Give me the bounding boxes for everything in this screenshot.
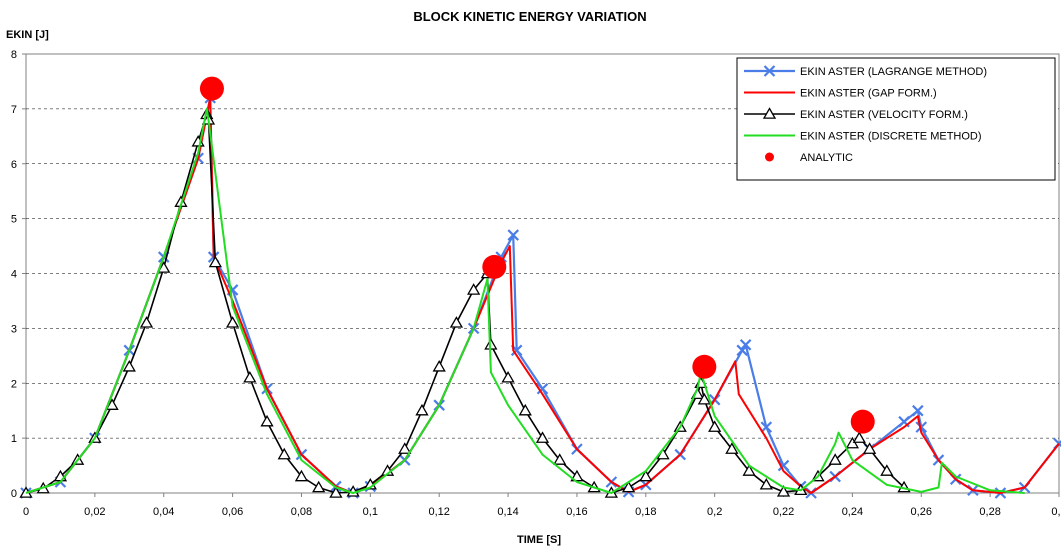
data-point-triangle (708, 420, 722, 432)
data-point-triangle (398, 442, 412, 454)
data-point-dot (482, 254, 507, 279)
data-point-triangle (725, 442, 739, 454)
legend-dot (765, 152, 774, 162)
y-tick-label: 1 (11, 433, 17, 445)
data-point-triangle (776, 485, 791, 497)
data-point-triangle (639, 469, 653, 482)
legend-label: EKIN ASTER (DISCRETE METHOD) (800, 131, 982, 143)
y-tick-label: 0 (11, 488, 17, 500)
data-point-triangle (553, 453, 567, 465)
data-point-triangle (157, 261, 171, 273)
data-point-triangle (105, 398, 119, 410)
x-tick-label: 0,06 (222, 506, 243, 518)
legend-label: EKIN ASTER (VELOCITY FORM.) (800, 109, 968, 121)
x-tick-label: 0,02 (84, 506, 105, 518)
data-point-x (915, 421, 928, 433)
y-axis-ticks: 0 1 2 3 4 5 6 7 8 (11, 49, 26, 500)
x-tick-label: 0,14 (497, 506, 518, 518)
x-tick-label: 0,18 (635, 506, 656, 518)
legend-label: EKIN ASTER (GAP FORM.) (800, 88, 937, 100)
x-tick-label: 0 (23, 506, 29, 518)
data-point-x (739, 339, 752, 351)
series-4 (25, 107, 1025, 494)
data-point-triangle (449, 316, 464, 328)
data-point-x (736, 344, 748, 357)
data-point-triangle (535, 431, 550, 443)
data-point-triangle (880, 464, 894, 476)
data-point-triangle (467, 283, 481, 295)
x-tick-label: 0,22 (773, 506, 794, 518)
series-group (19, 76, 1061, 499)
x-tick-label: 0,2 (707, 506, 722, 518)
y-tick-label: 2 (11, 378, 17, 390)
data-point-triangle (260, 414, 274, 427)
data-point-triangle (312, 480, 326, 493)
data-point-triangle (277, 447, 291, 460)
data-point-triangle (570, 469, 584, 482)
data-point-triangle (432, 359, 446, 372)
data-point-dot (692, 354, 717, 379)
y-tick-label: 6 (11, 159, 17, 171)
y-axis-label: EKIN [J] (6, 29, 49, 41)
y-tick-label: 7 (11, 104, 17, 116)
y-tick-label: 3 (11, 323, 17, 335)
data-point-triangle (501, 370, 515, 383)
x-tick-label: 0,16 (566, 506, 587, 518)
x-tick-label: 0,1 (363, 506, 378, 518)
data-point-x (536, 382, 549, 395)
data-point-x (760, 421, 773, 433)
x-tick-label: 0,3 (1051, 506, 1061, 518)
legend-label: ANALYTIC (800, 152, 853, 164)
data-point-triangle (294, 469, 309, 482)
x-axis-ticks: 0 0,02 0,04 0,06 0,08 0,1 0,12 0,14 0,16 0,18 0,2 0… (23, 493, 1061, 518)
legend-box (736, 57, 1056, 181)
x-tick-label: 0,26 (911, 506, 932, 518)
legend-label: EKIN ASTER (LAGRANGE METHOD) (800, 66, 987, 78)
x-tick-label: 0,24 (842, 506, 863, 518)
x-tick-label: 0,08 (291, 506, 312, 518)
data-point-triangle (243, 370, 257, 383)
data-point-triangle (862, 442, 877, 454)
data-point-dot (199, 76, 224, 101)
data-point-triangle (697, 392, 711, 405)
data-point-triangle (852, 431, 866, 443)
y-tick-label: 4 (11, 269, 17, 281)
y-tick-label: 8 (11, 49, 17, 61)
data-point-triangle (518, 403, 532, 416)
data-point-triangle (742, 464, 756, 476)
data-point-triangle (122, 359, 136, 372)
x-axis-label: TIME [S] (517, 534, 561, 546)
y-tick-label: 5 (11, 214, 17, 226)
data-point-triangle (828, 453, 842, 465)
x-tick-label: 0,12 (428, 506, 449, 518)
data-point-triangle (329, 486, 343, 498)
series-line (25, 107, 1025, 494)
data-point-triangle (621, 480, 636, 493)
x-tick-label: 0,04 (153, 506, 174, 518)
data-point-triangle (225, 316, 240, 328)
data-point-x (507, 229, 520, 241)
data-point-triangle (139, 316, 154, 328)
data-point-x (763, 65, 776, 77)
chart-title: BLOCK KINETIC ENERGY VARIATION (413, 9, 646, 24)
data-point-triangle (759, 477, 773, 490)
series-5 (199, 76, 875, 434)
data-point-dot (850, 409, 875, 434)
data-point-triangle (762, 107, 777, 119)
data-point-x (777, 459, 790, 472)
data-point-triangle (208, 255, 223, 268)
legend: EKIN ASTER (LAGRANGE METHOD) EKIN ASTER (… (736, 57, 1056, 181)
data-point-x (912, 404, 924, 417)
data-point-triangle (415, 403, 429, 416)
x-tick-label: 0,28 (979, 506, 1000, 518)
data-point-triangle (845, 436, 860, 449)
series-line (25, 113, 905, 494)
